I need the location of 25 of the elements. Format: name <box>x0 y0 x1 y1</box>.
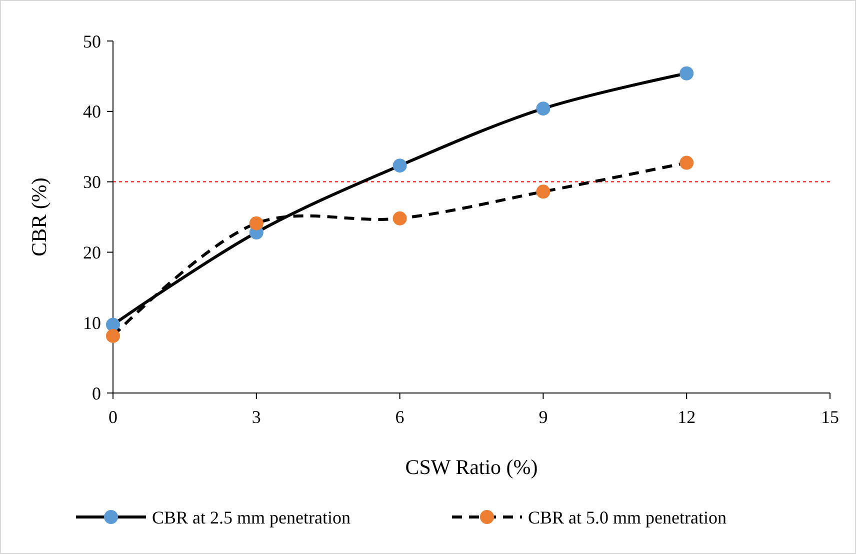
y-tick-label: 30 <box>83 172 101 192</box>
point <box>680 156 694 170</box>
point <box>392 158 407 173</box>
point <box>680 66 694 80</box>
point <box>249 216 264 230</box>
legend-label: CBR at 5.0 mm penetration <box>528 507 726 528</box>
x-axis-title: CSW Ratio (%) <box>405 455 538 479</box>
x-tick-label: 9 <box>538 407 548 427</box>
y-tick-label: 0 <box>92 383 101 404</box>
point <box>392 211 407 226</box>
y-tick-label: 10 <box>83 312 101 333</box>
x-tick-label: 6 <box>395 407 404 427</box>
point <box>106 318 120 332</box>
legend-label: CBR at 2.5 mm penetration <box>152 507 350 528</box>
y-tick-label: 40 <box>83 102 101 122</box>
point <box>536 102 550 116</box>
y-tick-label: 50 <box>83 31 101 52</box>
x-tick-label: 15 <box>821 407 839 427</box>
point <box>536 184 550 199</box>
x-tick-label: 12 <box>678 407 696 427</box>
x-tick-label: 3 <box>252 407 261 427</box>
y-axis-title: CBR (%) <box>27 178 51 256</box>
point <box>106 328 120 343</box>
y-tick-label: 20 <box>83 242 101 262</box>
x-tick-label: 0 <box>108 407 118 427</box>
